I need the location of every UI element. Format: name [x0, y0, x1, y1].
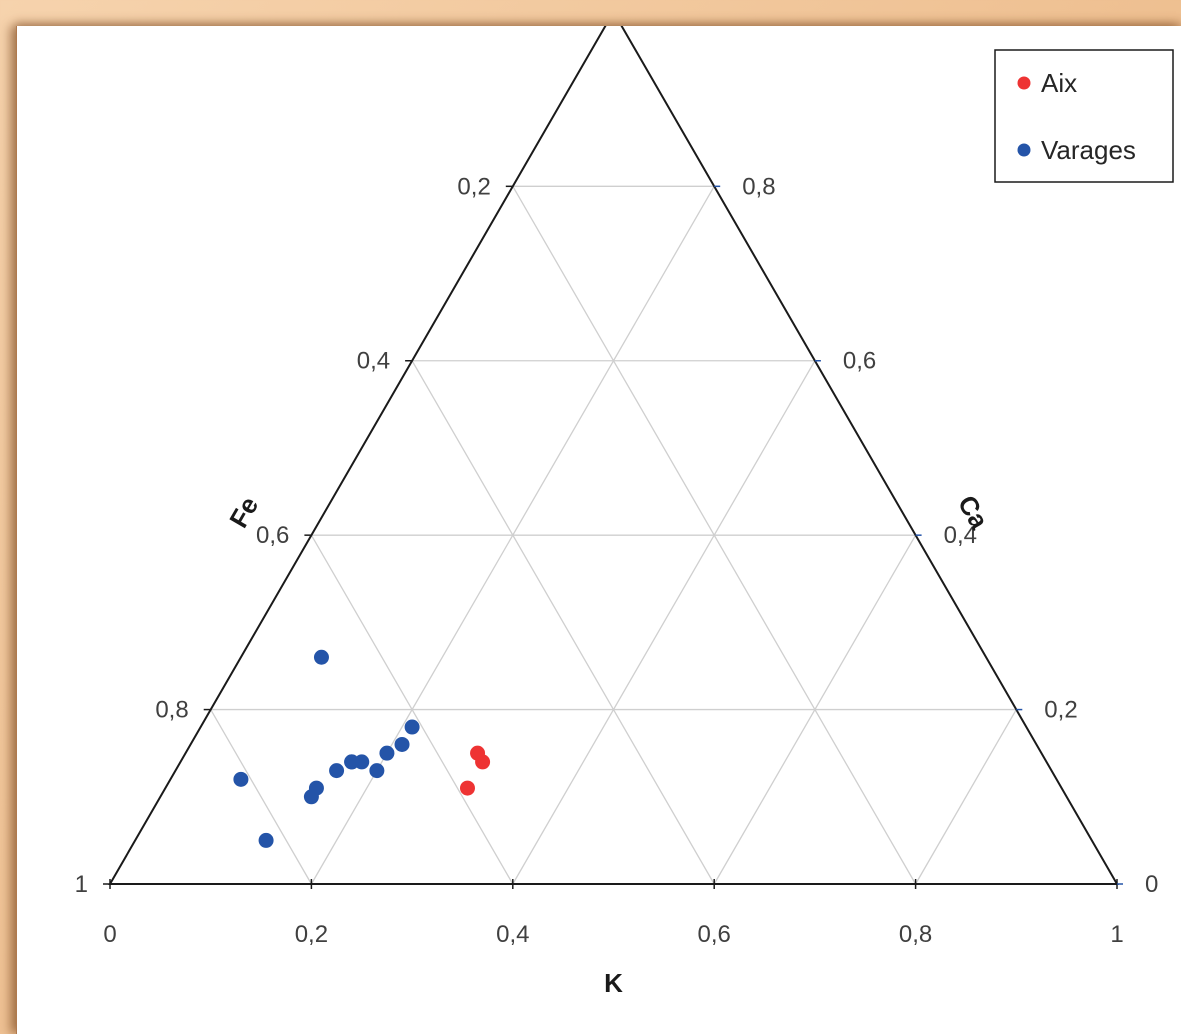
gridlines	[210, 185, 1017, 885]
tick-label-fe: 0,4	[357, 348, 390, 375]
tick-label-k: 0	[103, 921, 116, 948]
tick-label-k: 1	[1110, 921, 1123, 948]
tick-label-ca: 0,2	[1044, 697, 1077, 724]
axis-title-k: K	[604, 968, 623, 998]
gridline-k	[512, 360, 816, 885]
triangle-outline	[108, 26, 1119, 885]
legend: Aix Varages	[994, 49, 1174, 183]
gridline-k	[915, 709, 1017, 885]
tick-label-fe: 0,2	[457, 173, 490, 200]
tick-label-ca: 0,4	[944, 522, 977, 549]
gridline-k	[713, 534, 917, 885]
data-point-aix	[470, 745, 486, 761]
tick-label-k: 0,4	[496, 921, 529, 948]
data-point-varages	[369, 763, 385, 779]
chart-panel: 00,20,40,60,8100,20,40,60,8110,80,60,40,…	[16, 26, 1181, 1034]
data-point-varages	[303, 789, 319, 805]
tick-label-k: 0,8	[899, 921, 932, 948]
tick-label-k: 0,6	[698, 921, 731, 948]
gridline-fe	[310, 534, 514, 885]
tick-labels: 00,20,40,60,8100,20,40,60,8110,80,60,40,…	[75, 173, 1159, 948]
data-points	[233, 649, 491, 848]
data-point-aix	[459, 780, 475, 796]
data-point-varages	[394, 736, 410, 752]
data-point-varages	[233, 771, 249, 787]
tick-label-fe: 0,8	[155, 697, 188, 724]
tick-label-fe: 1	[75, 871, 88, 898]
legend-marker-aix	[1017, 76, 1031, 90]
gridline-fe	[411, 360, 715, 885]
tick-label-ca: 0	[1145, 871, 1158, 898]
ternary-chart: 00,20,40,60,8100,20,40,60,8110,80,60,40,…	[75, 26, 1174, 998]
data-point-varages	[379, 745, 395, 761]
tick-label-fe: 0,6	[256, 522, 289, 549]
data-point-varages	[258, 832, 274, 848]
tick-label-ca: 0,8	[742, 173, 775, 200]
data-point-varages	[329, 763, 345, 779]
data-point-varages	[344, 754, 360, 770]
legend-marker-varages	[1017, 143, 1031, 157]
triangle-frame	[108, 26, 1119, 885]
legend-label-varages: Varages	[1041, 135, 1136, 165]
tick-label-ca: 0,6	[843, 348, 876, 375]
tick-label-k: 0,2	[295, 921, 328, 948]
gridline-fe	[210, 709, 312, 885]
legend-box	[994, 49, 1174, 183]
data-point-varages	[404, 719, 420, 735]
data-point-varages	[313, 649, 329, 665]
legend-label-aix: Aix	[1041, 68, 1077, 98]
